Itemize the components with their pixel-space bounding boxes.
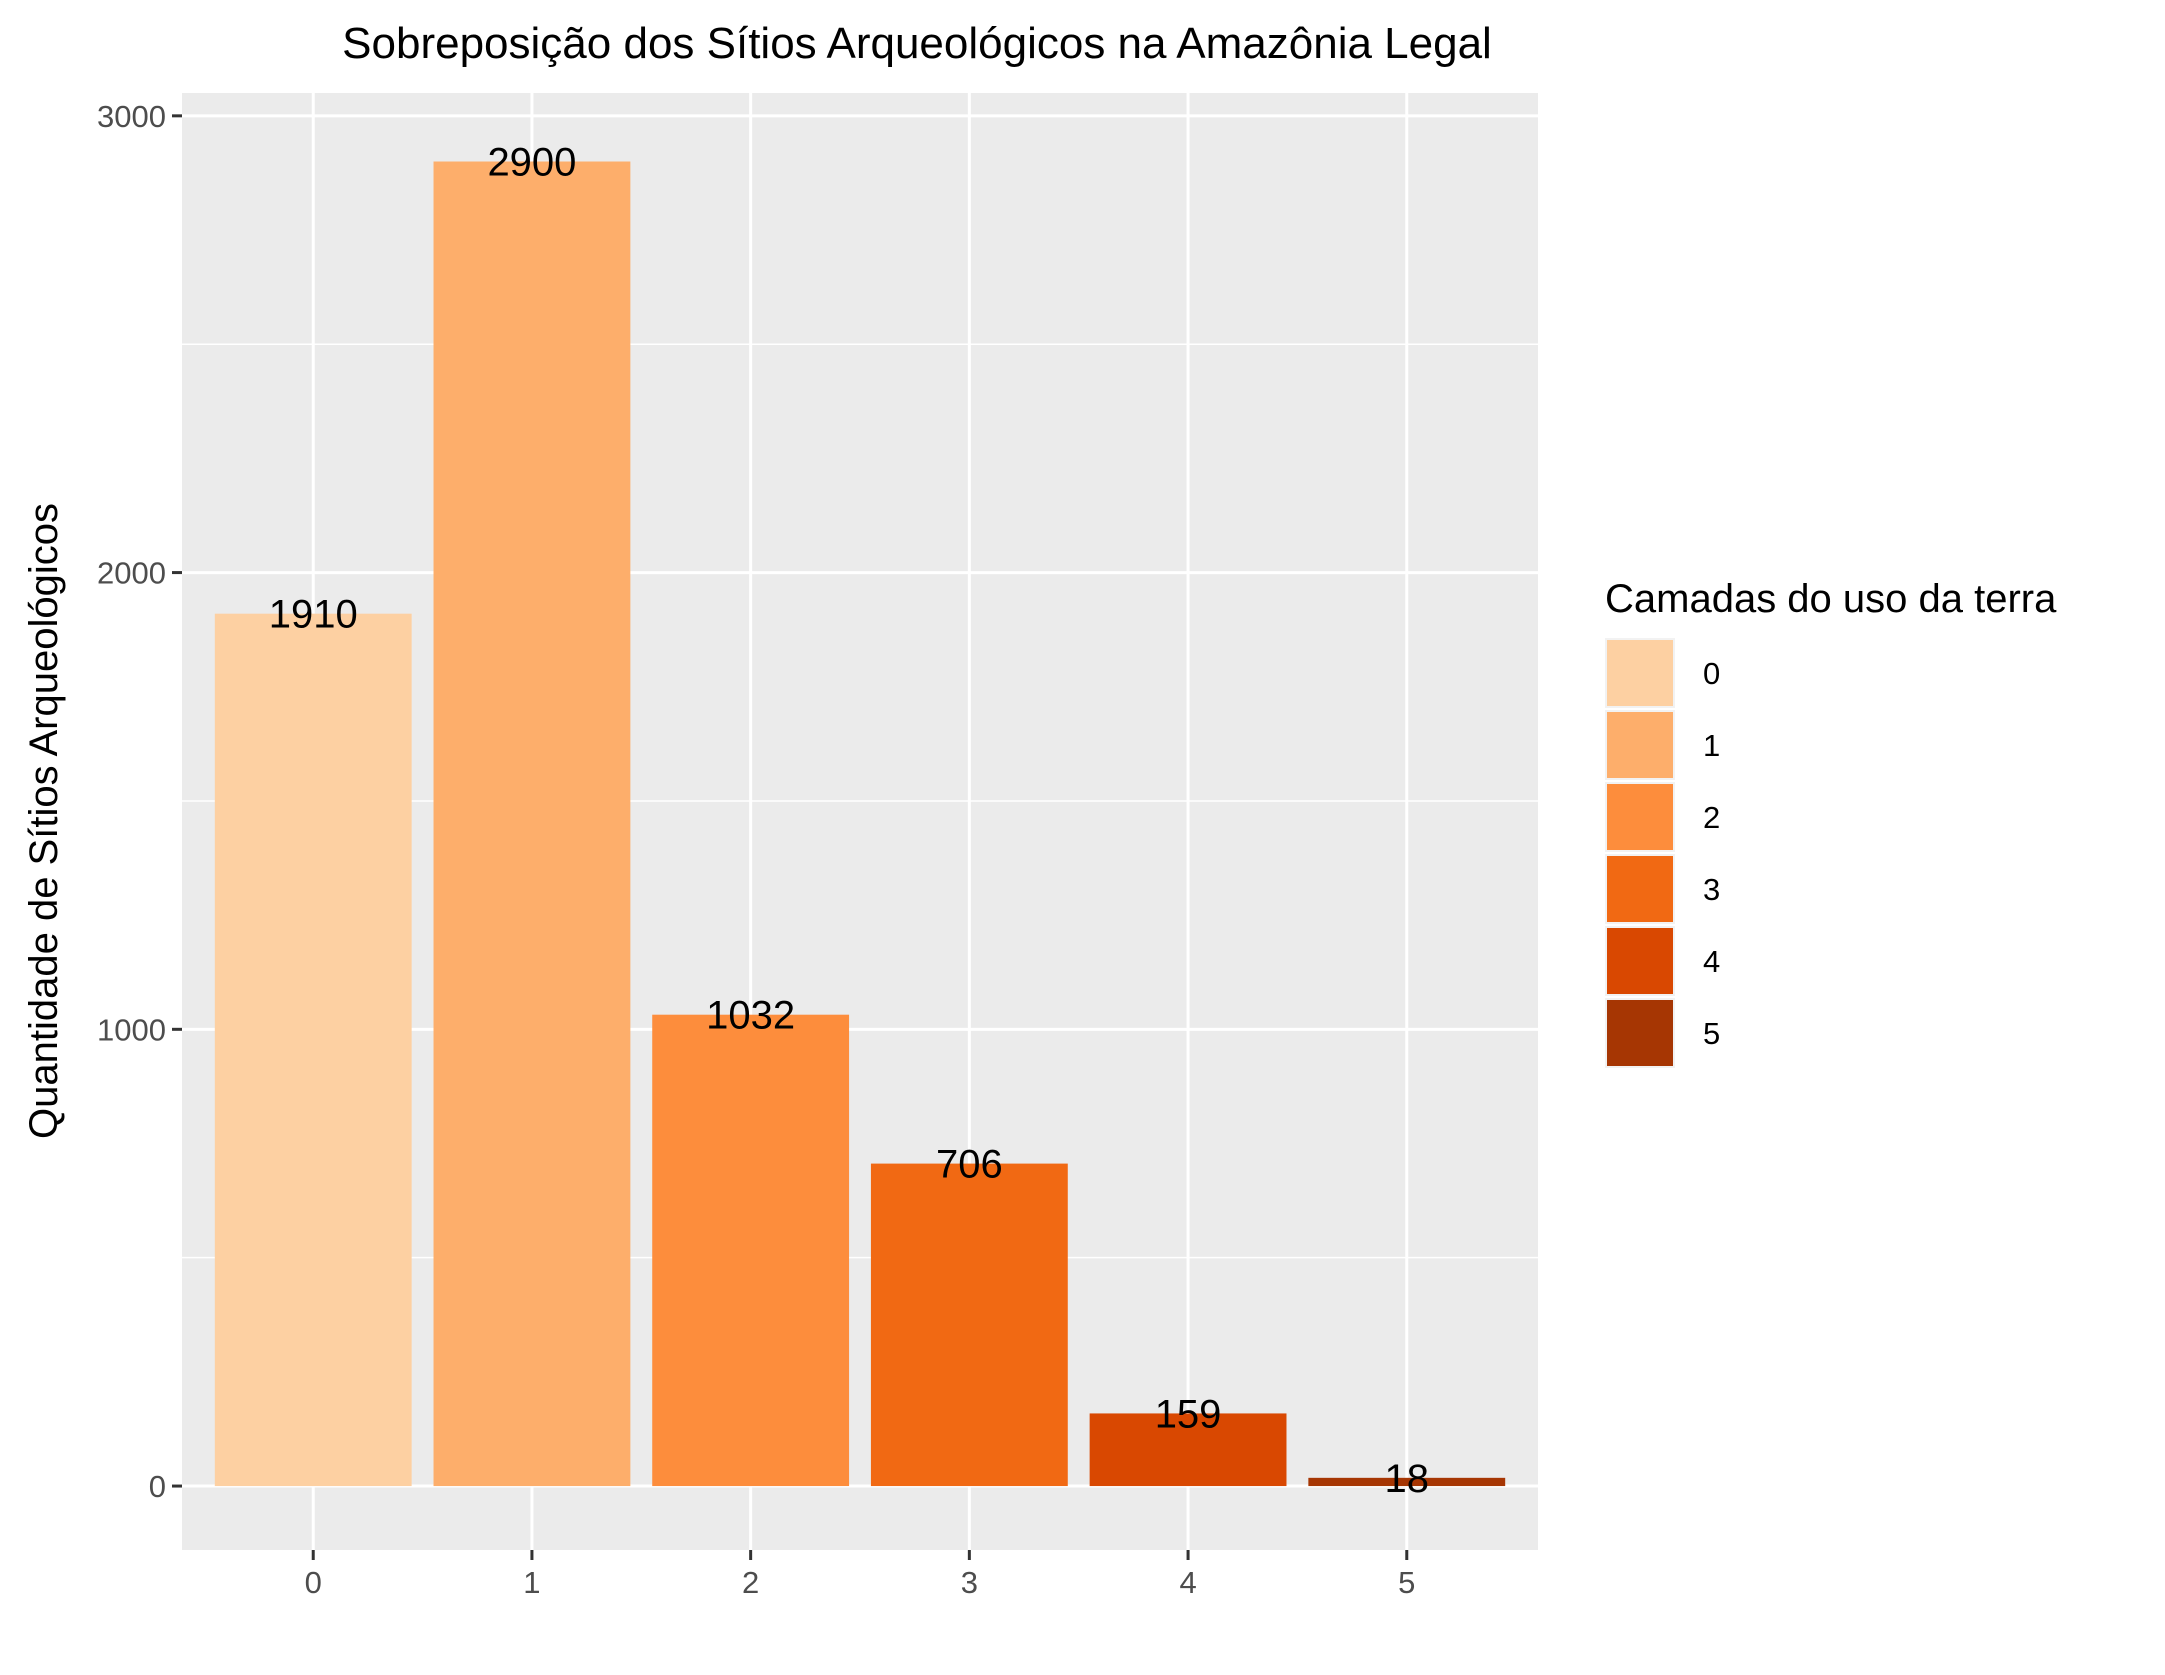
x-tick-label-2: 2 xyxy=(742,1565,759,1600)
data-label-1: 2900 xyxy=(487,141,576,185)
bar-1 xyxy=(433,161,631,1487)
data-label-4: 159 xyxy=(1155,1392,1222,1436)
bar-0 xyxy=(214,613,412,1487)
y-tick-label-0: 0 xyxy=(149,1469,166,1504)
y-axis: 0 1000 2000 3000 xyxy=(97,99,182,1504)
legend-items: 0 1 2 3 4 5 xyxy=(1605,638,1720,1068)
legend-label-2: 2 xyxy=(1703,800,1720,835)
x-tick-label-4: 4 xyxy=(1179,1565,1196,1600)
x-tick-label-1: 1 xyxy=(523,1565,540,1600)
y-tick-label-1: 1000 xyxy=(97,1012,166,1047)
chart-title: Sobreposição dos Sítios Arqueológicos na… xyxy=(342,19,1492,68)
y-tick-label-3: 3000 xyxy=(97,99,166,134)
legend-swatch-2 xyxy=(1607,784,1673,850)
data-labels: 1910 2900 1032 706 159 18 xyxy=(269,141,1429,1501)
data-label-0: 1910 xyxy=(269,593,358,637)
legend-title: Camadas do uso da terra xyxy=(1605,577,2057,621)
legend-swatch-5 xyxy=(1607,1000,1673,1066)
x-tick-label-5: 5 xyxy=(1398,1565,1415,1600)
legend-swatch-4 xyxy=(1607,928,1673,994)
y-tick-label-2: 2000 xyxy=(97,556,166,591)
legend-swatch-0 xyxy=(1607,640,1673,706)
legend: Camadas do uso da terra 0 1 2 3 4 5 xyxy=(1605,577,2057,1068)
legend-label-0: 0 xyxy=(1703,656,1720,691)
legend-label-4: 4 xyxy=(1703,944,1720,979)
legend-label-3: 3 xyxy=(1703,872,1720,907)
x-tick-label-0: 0 xyxy=(305,1565,322,1600)
legend-label-5: 5 xyxy=(1703,1016,1720,1051)
bar-4 xyxy=(1089,1413,1287,1487)
bar-2 xyxy=(652,1014,850,1487)
data-label-3: 706 xyxy=(936,1143,1003,1187)
data-label-2: 1032 xyxy=(706,994,795,1038)
y-axis-title: Quantidade de Sítios Arqueológicos xyxy=(22,503,66,1139)
legend-label-1: 1 xyxy=(1703,728,1720,763)
data-label-5: 18 xyxy=(1385,1457,1430,1501)
legend-swatch-3 xyxy=(1607,856,1673,922)
bar-3 xyxy=(870,1163,1068,1487)
x-axis: 0 1 2 3 4 5 xyxy=(305,1550,1415,1600)
bar-5 xyxy=(1308,1477,1506,1487)
x-tick-label-3: 3 xyxy=(961,1565,978,1600)
legend-swatch-1 xyxy=(1607,712,1673,778)
bars xyxy=(214,161,1506,1487)
